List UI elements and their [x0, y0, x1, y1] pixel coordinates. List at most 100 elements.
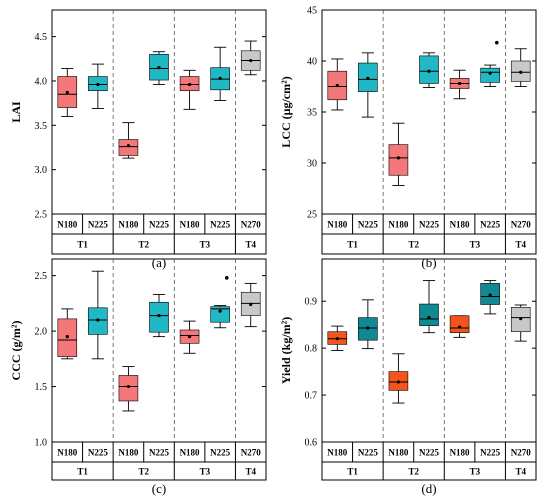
mean-marker: [96, 318, 100, 322]
group-label: T1: [347, 240, 358, 250]
box-T3-N180: [179, 69, 200, 110]
category-label: N180: [57, 448, 77, 458]
box-T2-N225: [419, 52, 439, 88]
box-body: [388, 144, 409, 176]
y-tick-label: 0.7: [305, 391, 318, 402]
group-label: T2: [408, 467, 419, 477]
outlier-point: [224, 276, 229, 280]
box-body: [449, 315, 470, 333]
y-tick-label: 45: [307, 6, 317, 17]
category-label: N180: [180, 220, 200, 230]
category-label: N225: [210, 448, 230, 458]
plot-frame: [321, 9, 537, 255]
mean-marker: [396, 380, 401, 384]
group-label: T2: [138, 467, 149, 477]
mean-marker: [157, 66, 161, 70]
mean-marker: [157, 313, 161, 318]
y-tick-label: 25: [307, 210, 317, 221]
mean-marker: [335, 83, 339, 88]
chart-panel-1: 2.5 3.0 3.5 4.0 4.5 LAI N180 N225 N180 N225 N180 N2…: [9, 9, 267, 270]
box-T2-N225: [419, 280, 439, 334]
panel-label: (d): [421, 481, 436, 496]
category-label: N180: [450, 220, 470, 230]
box-T3-N225: [480, 40, 500, 87]
mean-marker: [187, 335, 192, 339]
box-T4-N270: [510, 48, 531, 87]
mean-marker: [366, 76, 370, 80]
y-tick-label: 35: [307, 108, 317, 119]
box-T2-N180: [118, 366, 139, 412]
mean-marker: [519, 70, 523, 74]
group-label: T2: [138, 240, 149, 250]
mean-marker: [335, 337, 339, 341]
group-label: T1: [347, 467, 358, 477]
group-label: T3: [470, 240, 481, 250]
group-label: T3: [200, 467, 211, 477]
category-label: N225: [88, 448, 108, 458]
category-label: N180: [327, 448, 347, 458]
category-label: N180: [180, 448, 200, 458]
group-label: T4: [245, 240, 256, 250]
category-label: N180: [327, 220, 347, 230]
box-T3-N225: [480, 280, 500, 315]
mean-marker: [126, 384, 131, 389]
y-axis-label: CCC (g/m²): [9, 321, 23, 381]
y-tick-label: 1.0: [35, 438, 48, 449]
box-body: [149, 301, 169, 333]
outlier-point: [494, 40, 499, 45]
y-tick-label: 2.5: [35, 210, 48, 221]
mean-marker: [366, 326, 370, 330]
mean-marker: [65, 335, 69, 339]
y-tick-label: 4.5: [35, 32, 48, 43]
box-T1-N180: [57, 308, 78, 360]
panel-label: (b): [421, 255, 436, 270]
mean-marker: [427, 69, 431, 73]
chart-panel-3: 1.0 1.5 2.0 2.5 CCC (g/m²) N180 N225 N180 N225 N1…: [9, 258, 267, 496]
category-label: N225: [88, 220, 108, 230]
box-T4-N270: [240, 282, 261, 328]
group-label: T1: [77, 240, 88, 250]
chart-panel-2: 25 30 35 40 45 LCC (μg/cm²) N180 N225 N180 N225 N1…: [279, 6, 537, 270]
group-label: T4: [515, 240, 526, 250]
category-label: N270: [511, 448, 531, 458]
y-tick-label: 3.0: [35, 165, 48, 176]
category-label: N180: [118, 220, 138, 230]
box-T1-N225: [358, 52, 378, 118]
panel-label: (a): [152, 255, 166, 270]
mean-marker: [126, 144, 131, 148]
box-body: [118, 375, 139, 402]
box-T1-N180: [327, 58, 348, 111]
box-T4-N270: [240, 40, 261, 76]
mean-marker: [65, 90, 69, 95]
box-T3-N180: [449, 69, 470, 100]
mean-marker: [187, 82, 192, 87]
mean-marker: [218, 309, 222, 313]
panel-label: (c): [152, 481, 166, 496]
box-T2-N225: [149, 51, 169, 85]
box-T4-N270: [510, 304, 531, 342]
mean-marker: [488, 71, 492, 75]
category-label: N225: [358, 220, 378, 230]
box-T2-N225: [149, 294, 169, 338]
category-label: N180: [450, 448, 470, 458]
box-T1-N180: [327, 325, 348, 351]
y-tick-label: 2.5: [35, 271, 48, 282]
box-body: [419, 303, 439, 326]
group-label: T3: [200, 240, 211, 250]
plot-frame: [321, 258, 537, 481]
category-label: N225: [358, 448, 378, 458]
mean-marker: [396, 156, 401, 160]
category-label: N225: [419, 448, 439, 458]
mean-marker: [249, 302, 253, 307]
category-label: N180: [118, 448, 138, 458]
box-T1-N225: [88, 270, 108, 360]
box-T3-N180: [449, 315, 470, 338]
box-T3-N225: [210, 276, 230, 329]
box-body: [210, 306, 230, 323]
box-T1-N225: [88, 63, 108, 109]
box-T2-N180: [388, 353, 409, 404]
category-label: N225: [149, 220, 169, 230]
category-label: N270: [511, 220, 531, 230]
category-label: N225: [480, 448, 500, 458]
box-T1-N180: [57, 68, 78, 117]
